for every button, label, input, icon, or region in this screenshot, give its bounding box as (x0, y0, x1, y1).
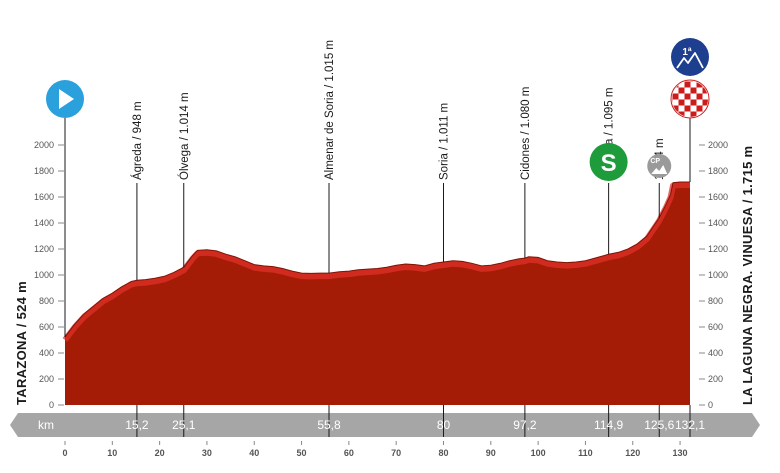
y-tick-label-left: 200 (39, 374, 54, 384)
waypoint-label: Almenar de Soria / 1.015 m (324, 40, 336, 180)
checkered-square (684, 105, 691, 112)
x-tick-label: 0 (62, 448, 67, 458)
x-tick-label: 60 (344, 448, 354, 458)
x-tick-label: 100 (531, 448, 546, 458)
markers: S CP 1ª (46, 38, 715, 337)
y-tick-label-left: 600 (39, 322, 54, 332)
checkered-square (672, 111, 673, 117)
checkered-square (678, 99, 685, 106)
waypoint-label: Soria / 1.011 m (439, 103, 451, 180)
checkered-square (672, 93, 679, 100)
checkered-square (702, 99, 708, 106)
km-bar-axis-label: km (38, 418, 54, 432)
checkered-square (684, 93, 691, 100)
y-tick-label-left: 0 (49, 400, 54, 410)
start-finish-labels: TARAZONA / 524 m LA LAGUNA NEGRA. VINUESA… (14, 146, 755, 405)
checkered-pattern (672, 81, 715, 124)
checkered-square (690, 87, 697, 94)
y-tick-label-right: 1600 (708, 192, 728, 202)
y-tick-label-right: 1800 (708, 166, 728, 176)
y-tick-label-left: 1800 (34, 166, 54, 176)
checkered-square (690, 111, 697, 117)
checkered-square (697, 118, 703, 124)
waypoint-label: Ágreda / 948 m (131, 101, 144, 180)
profile-highlight (62, 182, 690, 342)
finish-location-label: LA LAGUNA NEGRA. VINUESA / 1.715 m (740, 146, 755, 405)
waypoint-label: Ólvega / 1.014 m (178, 92, 191, 180)
x-tick-label: 90 (486, 448, 496, 458)
y-tick-label-left: 800 (39, 296, 54, 306)
checkered-square (702, 87, 708, 94)
climb-category-label: 1ª (682, 47, 692, 58)
checkered-square (684, 81, 691, 88)
km-bar-value: 80 (437, 418, 451, 432)
checkered-square (696, 81, 703, 88)
waypoint-label: Cidones / 1.080 m (520, 87, 532, 180)
km-bar-value: 125,6 (644, 418, 674, 432)
km-bar-value: 114,9 (594, 418, 623, 432)
sprint-marker-icon (589, 143, 628, 181)
checkered-square (709, 118, 715, 124)
profile-area (62, 181, 690, 405)
y-tick-label-right: 1000 (708, 270, 728, 280)
y-tick-label-right: 400 (708, 348, 723, 358)
checkered-square (672, 105, 679, 112)
x-tick-label: 120 (625, 448, 640, 458)
climb-mountain-icon (676, 52, 704, 69)
checkered-square (696, 93, 703, 100)
y-tick-label-left: 1400 (34, 218, 54, 228)
y-tick-label-left: 1200 (34, 244, 54, 254)
checkered-square (672, 81, 673, 82)
y-axis-left: 0 200 400 600 800 1000 1200 1400 1600 1800 2000 (34, 140, 64, 410)
x-tick-label: 130 (673, 448, 688, 458)
x-tick-label: 20 (155, 448, 165, 458)
y-axis-right: 0 200 400 600 800 1000 1200 1400 1600 1800 2000 (699, 140, 728, 410)
y-tick-label-left: 2000 (34, 140, 54, 150)
x-tick-label: 40 (249, 448, 259, 458)
km-bar-value: 132,1 (675, 418, 705, 432)
y-tick-label-right: 800 (708, 296, 723, 306)
checkered-square (690, 99, 697, 106)
x-axis: 0 10 20 30 40 50 60 70 80 90 100 110 120 130 (62, 441, 688, 458)
y-tick-label-left: 1600 (34, 192, 54, 202)
km-bar: km 15,2 25,1 55,8 80 97,2 114,9 125,6 132,1 (10, 405, 760, 437)
x-tick-label: 10 (107, 448, 117, 458)
climb-category-icon (671, 38, 709, 76)
checkered-square (673, 118, 679, 124)
checkered-square (702, 81, 708, 82)
checkpoint-mountain-icon (651, 165, 668, 174)
checkered-square (696, 105, 703, 112)
km-bar-background (10, 413, 760, 437)
profile-outline (64, 181, 690, 338)
y-tick-label-right: 0 (708, 400, 713, 410)
checkered-square (678, 111, 685, 117)
x-tick-label: 30 (202, 448, 212, 458)
x-tick-label: 110 (578, 448, 593, 458)
x-tick-label: 70 (391, 448, 401, 458)
km-bar-value: 15,2 (125, 418, 149, 432)
checkered-square (709, 106, 715, 112)
x-tick-label: 50 (297, 448, 307, 458)
y-tick-label-right: 1200 (708, 244, 728, 254)
y-tick-label-right: 1400 (708, 218, 728, 228)
y-tick-label-right: 2000 (708, 140, 728, 150)
y-tick-label-right: 200 (708, 374, 723, 384)
waypoints: Ágreda / 948 m Ólvega / 1.014 m Almenar de… (131, 40, 666, 281)
checkered-square (678, 87, 685, 94)
checkpoint-label: CP (650, 158, 660, 165)
play-icon (59, 89, 74, 109)
y-tick-label-left: 400 (39, 348, 54, 358)
km-bar-value: 25,1 (172, 418, 196, 432)
km-bar-value: 97,2 (513, 418, 537, 432)
y-tick-label-right: 600 (708, 322, 723, 332)
sprint-letter: S (601, 150, 617, 177)
km-bar-value: 55,8 (317, 418, 341, 432)
profile-fill (65, 182, 690, 405)
start-location-label: TARAZONA / 524 m (14, 281, 29, 405)
checkered-square (709, 82, 715, 88)
x-tick-label: 80 (438, 448, 448, 458)
y-tick-label-left: 1000 (34, 270, 54, 280)
